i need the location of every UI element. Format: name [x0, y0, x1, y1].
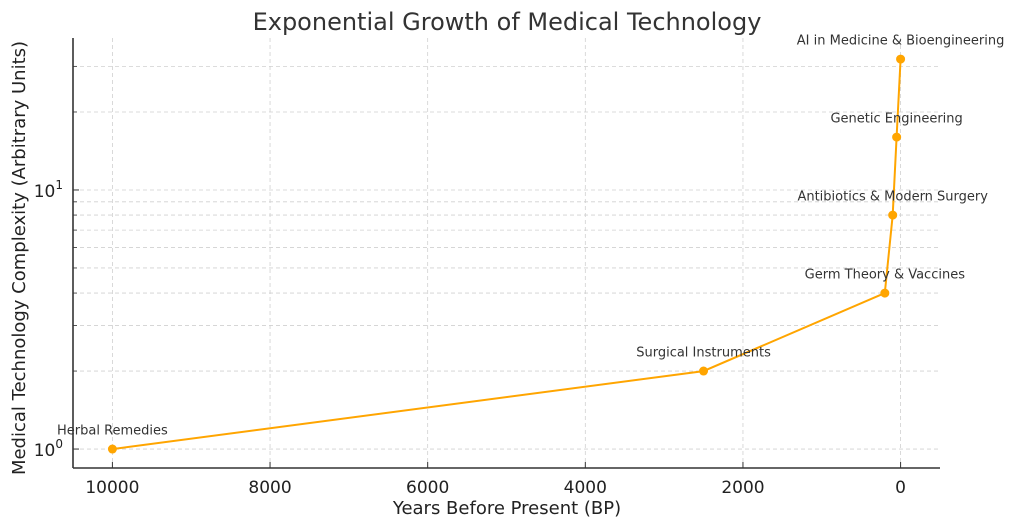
data-point — [892, 132, 902, 142]
x-tick-label: 6000 — [406, 478, 449, 498]
x-tick-label: 8000 — [248, 478, 291, 498]
annotation-label: Germ Theory & Vaccines — [805, 267, 966, 282]
annotation-label: Antibiotics & Modern Surgery — [797, 189, 988, 204]
annotation-label: Surgical Instruments — [636, 345, 771, 360]
annotation-label: Herbal Remedies — [57, 423, 168, 438]
x-tick-label: 0 — [895, 478, 906, 498]
x-tick-label: 4000 — [564, 478, 607, 498]
axes: 10000 8000 6000 4000 2000 0 100 101 — [34, 38, 940, 498]
x-axis-label: Years Before Present (BP) — [392, 498, 621, 519]
data-point — [699, 366, 709, 376]
annotation-label: AI in Medicine & Bioengineering — [797, 33, 1005, 48]
series-line — [112, 59, 902, 451]
annotation-label: Genetic Engineering — [830, 111, 962, 126]
annotation-layer: Herbal Remedies Surgical Instruments Germ … — [57, 33, 1004, 438]
y-axis-label: Medical Technology Complexity (Arbitrary… — [9, 41, 30, 475]
grid-layer — [73, 38, 940, 468]
y-tick-label: 101 — [34, 178, 63, 202]
chart-title: Exponential Growth of Medical Technology — [253, 8, 762, 36]
data-point — [107, 444, 117, 454]
data-point — [896, 54, 906, 64]
y-tick-label: 100 — [34, 437, 63, 461]
x-tick-label: 2000 — [721, 478, 764, 498]
series-layer — [107, 54, 906, 454]
data-point — [880, 288, 890, 298]
data-point — [888, 210, 898, 220]
x-tick-label: 10000 — [85, 478, 139, 498]
